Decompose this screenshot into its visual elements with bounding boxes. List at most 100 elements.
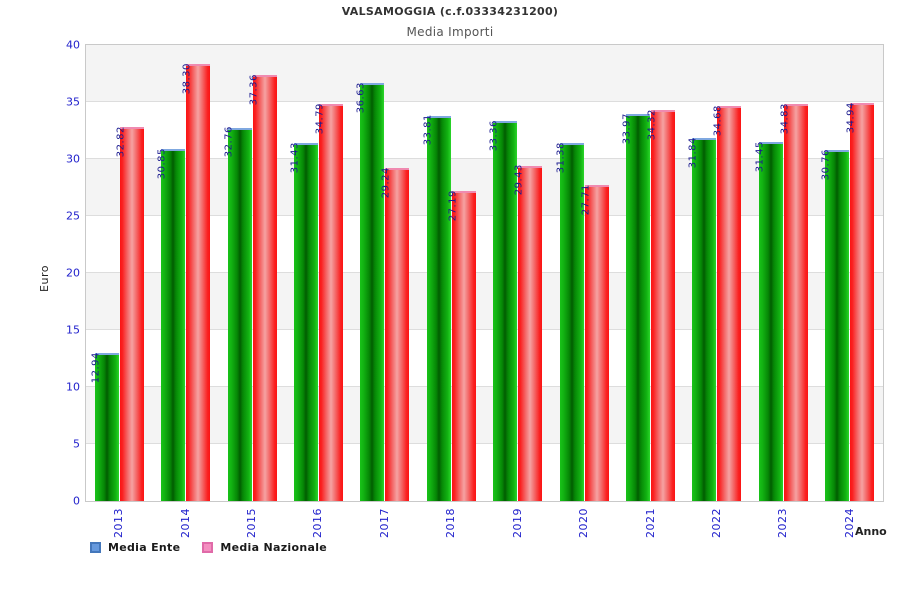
bar-value-label: 31.45 [754, 141, 766, 173]
y-axis-tick-label: 10 [66, 380, 80, 394]
bar-media-nazionale[interactable]: 37.36 [248, 74, 277, 501]
legend-item-media-nazionale[interactable]: Media Nazionale [202, 541, 327, 554]
x-axis-tick-label: 2016 [311, 508, 325, 538]
legend-item-media-ente[interactable]: Media Ente [90, 541, 180, 554]
x-axis-tick-label: 2023 [776, 508, 790, 538]
chart-subtitle: Media Importi [406, 25, 494, 39]
legend-label: Media Ente [108, 541, 181, 554]
bar-value-label: 29.24 [380, 166, 392, 198]
y-axis-tick-label: 15 [66, 323, 80, 337]
y-axis-tick-label: 0 [73, 494, 80, 508]
bar-media-nazionale[interactable]: 34.79 [314, 103, 343, 501]
plot-area: 12.94 32.82 30.85 38.30 32.76 37.36 31.43 34.79… [85, 44, 884, 502]
bar-value-label: 31.84 [687, 137, 699, 169]
bar-value-label: 33.97 [621, 112, 633, 144]
bar-value-label: 31.38 [555, 142, 567, 174]
y-axis: 0 5 10 15 20 25 30 35 40 [30, 39, 80, 508]
bar-media-ente[interactable]: 30.85 [157, 148, 186, 501]
y-axis-tick-label: 40 [66, 38, 80, 52]
x-axis-tick-label: 2020 [577, 508, 591, 538]
bar-value-label: 30.85 [156, 148, 168, 180]
x-axis-tick-label: 2024 [842, 508, 856, 538]
bar-media-nazionale[interactable]: 34.94 [846, 102, 875, 501]
plot-band [86, 387, 883, 444]
bar-value-label: 33.36 [488, 119, 500, 151]
bar-media-ente[interactable]: 31.43 [289, 142, 318, 501]
bar-media-nazionale[interactable]: 34.68 [713, 105, 742, 501]
bar-media-ente[interactable]: 33.36 [489, 120, 518, 501]
x-axis-tick-label: 2013 [112, 508, 126, 538]
bar-media-ente[interactable]: 31.45 [754, 141, 783, 501]
bar-value-label: 34.83 [779, 102, 791, 135]
gridline [86, 443, 883, 444]
x-axis-tick-label: 2015 [245, 508, 259, 538]
bar-value-label: 27.19 [447, 190, 459, 222]
bar-group: 31.84 34.68 [688, 45, 742, 501]
gridline [86, 329, 883, 330]
bar-group: 31.45 34.83 [754, 45, 808, 501]
y-axis-tick-label: 20 [66, 266, 80, 280]
y-axis-tick-label: 30 [66, 152, 80, 166]
y-axis-tick-label: 25 [66, 209, 80, 223]
x-axis-tick-label: 2017 [377, 508, 391, 538]
bar-media-nazionale[interactable]: 27.19 [447, 190, 476, 501]
gridline [86, 386, 883, 387]
bar-media-nazionale[interactable]: 29.24 [381, 167, 410, 501]
bar-group: 12.94 32.82 [90, 45, 144, 501]
bar-value-label: 32.76 [223, 126, 235, 158]
bar-media-ente[interactable]: 33.81 [422, 115, 451, 501]
bar-value-label: 33.81 [422, 114, 434, 146]
bar-media-ente[interactable]: 31.84 [688, 137, 717, 501]
bar-media-ente[interactable]: 36.63 [356, 82, 385, 501]
bar-group: 31.43 34.79 [289, 45, 343, 501]
bar-value-label: 38.30 [181, 63, 193, 95]
bar-group: 32.76 37.36 [223, 45, 277, 501]
bar-value-label: 29.43 [513, 164, 525, 196]
gridline [86, 272, 883, 273]
bar-value-label: 30.76 [820, 149, 832, 181]
x-axis-title: Anno [855, 525, 887, 538]
bar-group: 30.85 38.30 [157, 45, 211, 501]
bar-value-label: 37.36 [248, 74, 260, 106]
bar-media-nazionale[interactable]: 29.43 [514, 165, 543, 501]
bar-media-nazionale[interactable]: 34.83 [779, 103, 808, 501]
bar-value-label: 31.43 [289, 141, 301, 173]
bar-media-ente[interactable]: 12.94 [90, 352, 119, 501]
plot-band [86, 159, 883, 216]
gridline [86, 158, 883, 159]
bar-group: 31.38 27.71 [555, 45, 609, 501]
gridline [86, 101, 883, 102]
gridline [86, 215, 883, 216]
bar-group: 33.36 29.43 [489, 45, 543, 501]
x-axis-tick-label: 2014 [178, 508, 192, 538]
y-axis-tick-label: 5 [73, 437, 80, 451]
x-axis-tick-label: 2018 [444, 508, 458, 538]
bar-group: 36.63 29.24 [356, 45, 410, 501]
chart-title: VALSAMOGGIA (c.f.03334231200) [341, 5, 559, 18]
bar-value-label: 34.32 [646, 108, 658, 140]
legend-label: Media Nazionale [220, 541, 328, 554]
bar-media-nazionale[interactable]: 34.32 [647, 109, 676, 501]
bar-value-label: 12.94 [90, 352, 102, 384]
x-axis-tick-label: 2019 [510, 508, 524, 538]
chart-legend: Media Ente Media Nazionale [90, 541, 327, 554]
bar-value-label: 34.68 [712, 104, 724, 136]
bar-media-ente[interactable]: 30.76 [821, 149, 850, 501]
bar-media-ente[interactable]: 31.38 [555, 142, 584, 501]
bar-media-nazionale[interactable]: 27.71 [580, 184, 609, 501]
bar-group: 33.81 27.19 [422, 45, 476, 501]
y-axis-tick-label: 35 [66, 95, 80, 109]
plot-band [86, 273, 883, 330]
bar-value-label: 36.63 [355, 82, 367, 114]
legend-swatch-icon [202, 542, 214, 553]
x-axis-tick-label: 2022 [709, 508, 723, 538]
bar-group: 33.97 34.32 [622, 45, 676, 501]
bar-group: 30.76 34.94 [821, 45, 875, 501]
bar-value-label: 34.79 [314, 103, 326, 135]
bar-media-ente[interactable]: 32.76 [223, 127, 252, 501]
bar-value-label: 34.94 [845, 101, 857, 133]
bar-media-ente[interactable]: 33.97 [622, 113, 651, 501]
bar-media-nazionale[interactable]: 38.30 [182, 63, 211, 501]
bar-media-nazionale[interactable]: 32.82 [115, 126, 144, 501]
plot-band [86, 45, 883, 102]
